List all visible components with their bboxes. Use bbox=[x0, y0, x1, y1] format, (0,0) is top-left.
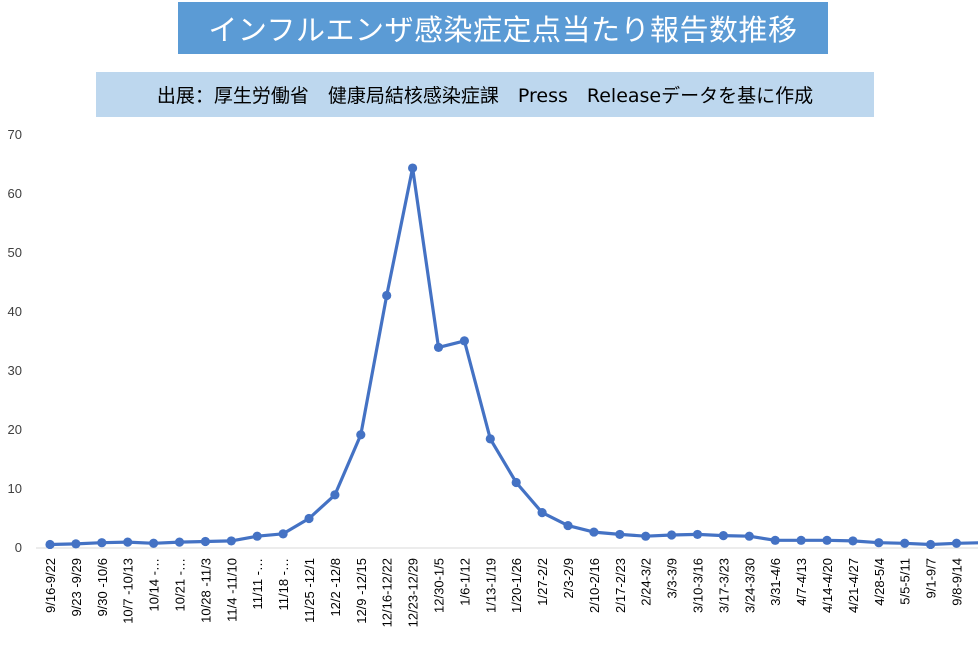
y-axis: 0 10 20 30 40 50 60 70 bbox=[8, 127, 22, 555]
y-tick-label: 40 bbox=[8, 304, 22, 319]
x-axis: 9/16-9/22 9/23 -9/29 9/30 -10/6 10/7 -10/13… bbox=[43, 558, 978, 627]
data-point bbox=[149, 538, 159, 548]
data-point bbox=[615, 529, 625, 540]
x-tick-label: 2/17-2/23 bbox=[613, 558, 628, 613]
x-tick-label: 4/14-4/20 bbox=[820, 558, 835, 613]
y-tick-label: 10 bbox=[8, 481, 22, 496]
x-tick-label: 2/10-2/16 bbox=[587, 558, 602, 613]
x-tick-label: 12/23-12/29 bbox=[406, 558, 421, 627]
x-tick-label: 3/17-3/23 bbox=[716, 558, 731, 613]
chart-title: インフルエンザ感染症定点当たり報告数推移 bbox=[208, 13, 798, 47]
x-tick-label: 12/2 -12/8 bbox=[328, 558, 343, 617]
data-point bbox=[951, 538, 962, 548]
data-point bbox=[278, 529, 288, 539]
data-point bbox=[822, 535, 832, 545]
data-point bbox=[667, 530, 677, 540]
x-tick-label: 11/25 -12/1 bbox=[302, 558, 317, 623]
data-point bbox=[97, 538, 107, 548]
y-tick-label: 50 bbox=[8, 245, 22, 260]
data-point bbox=[330, 490, 340, 500]
data-point bbox=[408, 163, 418, 173]
data-point bbox=[123, 537, 133, 547]
series-markers bbox=[45, 163, 978, 550]
x-tick-label: 3/31-4/6 bbox=[768, 558, 783, 606]
x-tick-label: 11/11 -… bbox=[250, 558, 265, 610]
data-point bbox=[874, 538, 884, 548]
x-tick-label: 11/18 -… bbox=[276, 558, 291, 611]
data-point bbox=[485, 434, 495, 444]
data-point bbox=[718, 531, 729, 541]
y-tick-label: 20 bbox=[8, 422, 22, 437]
x-tick-label: 1/6-1/12 bbox=[457, 558, 472, 606]
data-point bbox=[511, 477, 521, 488]
x-tick-label: 12/9 -12/15 bbox=[354, 558, 369, 624]
x-tick-label: 12/30-1/5 bbox=[432, 558, 447, 613]
data-point bbox=[382, 290, 392, 301]
x-tick-label: 3/3-3/9 bbox=[665, 558, 680, 598]
x-tick-label: 1/13-1/19 bbox=[483, 558, 498, 613]
x-tick-label: 3/10-3/16 bbox=[691, 558, 706, 613]
data-point bbox=[459, 336, 469, 346]
data-point bbox=[744, 531, 754, 541]
x-tick-label: 4/7-4/13 bbox=[794, 558, 809, 606]
x-tick-label: 11/4 -11/10 bbox=[224, 558, 239, 622]
y-tick-label: 0 bbox=[15, 540, 22, 555]
x-tick-label: 2/3-2/9 bbox=[561, 558, 576, 598]
data-point bbox=[200, 536, 210, 547]
data-point bbox=[900, 538, 910, 548]
data-point bbox=[356, 430, 366, 440]
data-point bbox=[226, 536, 236, 546]
source-note: 出展：厚生労働省 健康局結核感染症課 Press Releaseデータを基に作成 bbox=[156, 85, 814, 107]
data-point bbox=[641, 531, 651, 541]
y-tick-label: 70 bbox=[8, 127, 22, 142]
data-point bbox=[71, 539, 81, 549]
data-point bbox=[537, 507, 547, 518]
x-tick-label: 10/21 -… bbox=[173, 558, 188, 611]
x-tick-label: 2/24-3/2 bbox=[639, 558, 654, 606]
x-tick-label: 4/28-5/4 bbox=[872, 558, 887, 606]
data-point bbox=[926, 539, 936, 550]
x-tick-label: 10/7 -10/13 bbox=[121, 558, 136, 624]
data-point bbox=[589, 527, 599, 537]
x-tick-label: 12/16-12/22 bbox=[380, 558, 395, 627]
x-tick-label: 10/28 -11/3 bbox=[198, 558, 213, 623]
series-line bbox=[49, 166, 978, 547]
data-point bbox=[433, 342, 444, 352]
data-point bbox=[770, 535, 780, 545]
data-point bbox=[304, 513, 314, 524]
x-tick-label: 5/5-5/11 bbox=[898, 558, 913, 605]
x-tick-label: 9/30 -10/6 bbox=[95, 558, 110, 617]
source-note-box: 出展：厚生労働省 健康局結核感染症課 Press Releaseデータを基に作成 bbox=[96, 72, 874, 117]
x-tick-label: 9/8-9/14 bbox=[950, 558, 965, 606]
data-point bbox=[174, 537, 185, 547]
x-tick-label: 10/14 -… bbox=[147, 558, 162, 611]
data-point bbox=[692, 529, 703, 540]
data-point bbox=[848, 536, 858, 546]
data-point bbox=[252, 531, 262, 541]
x-tick-label: 9/16-9/22 bbox=[43, 558, 58, 613]
y-tick-label: 60 bbox=[8, 186, 22, 201]
data-point bbox=[45, 539, 55, 550]
x-tick-label: 1/20-1/26 bbox=[509, 558, 524, 613]
x-tick-label: 9/23 -9/29 bbox=[69, 558, 84, 617]
data-point bbox=[563, 520, 573, 531]
data-point bbox=[796, 535, 806, 545]
chart-title-box: インフルエンザ感染症定点当たり報告数推移 bbox=[178, 2, 828, 54]
x-tick-label: 4/21-4/27 bbox=[846, 558, 861, 613]
x-tick-label: 9/1-9/7 bbox=[924, 558, 939, 598]
y-tick-label: 30 bbox=[8, 363, 22, 378]
x-tick-label: 3/24-3/30 bbox=[742, 558, 757, 613]
x-tick-label: 1/27-2/2 bbox=[535, 558, 550, 606]
x-tick-label: 9/15-9/21 bbox=[975, 558, 978, 613]
